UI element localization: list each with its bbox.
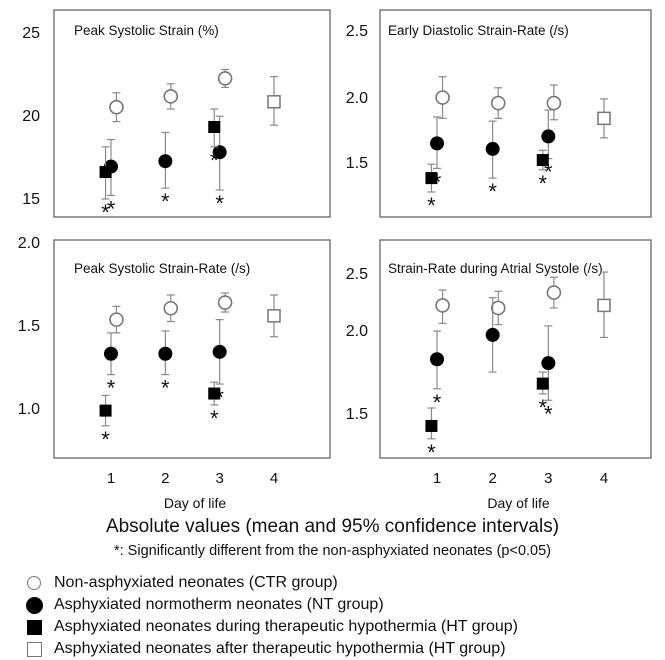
data-point-nt — [212, 145, 227, 160]
data-point-ht-after — [597, 298, 611, 313]
data-point-nt — [104, 346, 118, 361]
significance-asterisk: * — [544, 401, 553, 426]
y-tick-label: 1.5 — [346, 406, 368, 423]
significance-asterisk: * — [210, 406, 219, 431]
data-point-ht-during — [99, 166, 112, 178]
significance-asterisk: * — [161, 189, 170, 214]
data-point-ctr — [217, 295, 233, 310]
data-point-nt — [212, 344, 227, 359]
data-point-ctr — [490, 300, 506, 316]
y-tick-label: 2.5 — [346, 23, 368, 40]
significance-asterisk: * — [538, 395, 547, 420]
data-point-ht-during — [425, 419, 438, 432]
panel-title: Early Diastolic Strain-Rate (/s) — [388, 23, 569, 38]
legend-label: Non-asphyxiated neonates (CTR group) — [54, 574, 338, 591]
y-tick-label: 1.5 — [346, 155, 368, 172]
data-point-ht-after — [597, 111, 611, 126]
y-tick-label: 2.5 — [346, 266, 368, 283]
y-tick-label: 15 — [22, 191, 40, 208]
y-tick-label: 2.0 — [346, 323, 368, 340]
data-point-nt — [485, 141, 500, 156]
significance-asterisk: * — [107, 376, 116, 401]
x-tick-label: 2 — [161, 470, 169, 487]
y-tick-label: 2.0 — [346, 90, 368, 107]
data-point-ctr — [490, 95, 506, 111]
open-square-marker-icon — [22, 638, 46, 660]
data-point-nt — [158, 154, 173, 169]
significance-asterisk: * — [161, 376, 170, 401]
significance-asterisk: * — [215, 191, 224, 216]
data-point-ctr — [217, 71, 233, 86]
y-tick-label: 2.0 — [18, 235, 40, 252]
x-tick-label: 2 — [488, 470, 496, 487]
panel-title: Strain-Rate during Atrial Systole (/s) — [388, 261, 603, 276]
significance-asterisk: * — [433, 390, 442, 415]
open-circle-marker-icon — [22, 572, 46, 594]
data-point-nt — [541, 129, 556, 144]
data-point-ht-during — [536, 377, 549, 390]
filled-circle-marker-icon — [22, 594, 46, 616]
panel-frame — [53, 9, 331, 218]
data-point-ht-during — [99, 404, 112, 417]
legend-item-ht-during: Asphyxiated neonates during therapeutic … — [22, 616, 518, 638]
x-tick-label: 4 — [600, 470, 608, 487]
data-point-ht-during — [425, 172, 438, 185]
data-point-ctr — [163, 89, 179, 104]
data-point-ctr — [109, 312, 124, 327]
data-point-ctr — [546, 285, 562, 300]
data-point-ctr — [163, 300, 179, 316]
figure-caption-note: *: Significantly different from the non-… — [113, 543, 551, 559]
panel-frame — [379, 9, 652, 218]
x-axis-label: Day of life — [487, 495, 549, 511]
panel-title: Peak Systolic Strain-Rate (/s) — [74, 261, 250, 276]
filled-square-marker-icon — [22, 616, 46, 638]
panel-frame — [379, 239, 652, 459]
significance-asterisk: * — [427, 193, 436, 218]
data-point-ht-during — [208, 387, 221, 400]
panel-frame — [53, 239, 331, 459]
significance-asterisk: * — [210, 148, 219, 173]
x-tick-label: 3 — [544, 470, 552, 487]
x-tick-label: 4 — [270, 470, 278, 487]
data-point-ht-after — [267, 95, 281, 109]
data-point-ht-after — [267, 309, 281, 323]
significance-asterisk: * — [544, 160, 553, 185]
legend-label: Asphyxiated neonates during therapeutic … — [54, 618, 518, 635]
data-point-nt — [430, 352, 444, 367]
legend-label: Asphyxiated neonates after therapeutic h… — [54, 640, 506, 657]
x-axis-label: Day of life — [164, 495, 226, 511]
significance-asterisk: * — [427, 440, 436, 465]
data-point-ctr — [435, 90, 450, 105]
data-point-ht-during — [536, 154, 549, 167]
x-tick-label: 1 — [433, 470, 441, 487]
data-point-ctr — [109, 99, 124, 115]
y-tick-label: 25 — [22, 25, 40, 42]
data-point-nt — [430, 136, 444, 151]
data-point-nt — [485, 327, 500, 342]
significance-asterisk: * — [538, 171, 547, 196]
data-point-ctr — [546, 95, 562, 111]
y-tick-label: 1.0 — [18, 401, 40, 418]
data-point-nt — [158, 346, 173, 361]
legend-label: Asphyxiated normotherm neonates (NT grou… — [54, 596, 384, 613]
legend-item-ctr: Non-asphyxiated neonates (CTR group) — [22, 572, 338, 594]
significance-asterisk: * — [101, 200, 110, 225]
y-tick-label: 20 — [22, 108, 40, 125]
x-tick-label: 1 — [107, 470, 115, 487]
panel-title: Peak Systolic Strain (%) — [74, 23, 219, 38]
data-point-ht-during — [208, 121, 221, 133]
data-point-ctr — [435, 298, 450, 313]
significance-asterisk: * — [101, 427, 110, 452]
y-tick-label: 1.5 — [18, 318, 40, 335]
x-tick-label: 3 — [215, 470, 223, 487]
data-point-nt — [541, 356, 556, 371]
legend-item-nt: Asphyxiated normotherm neonates (NT grou… — [22, 594, 384, 616]
significance-asterisk: * — [488, 179, 497, 204]
legend-item-ht-after: Asphyxiated neonates after therapeutic h… — [22, 638, 506, 660]
significance-asterisk: * — [107, 196, 116, 221]
figure-caption-title: Absolute values (mean and 95% confidence… — [105, 516, 560, 537]
